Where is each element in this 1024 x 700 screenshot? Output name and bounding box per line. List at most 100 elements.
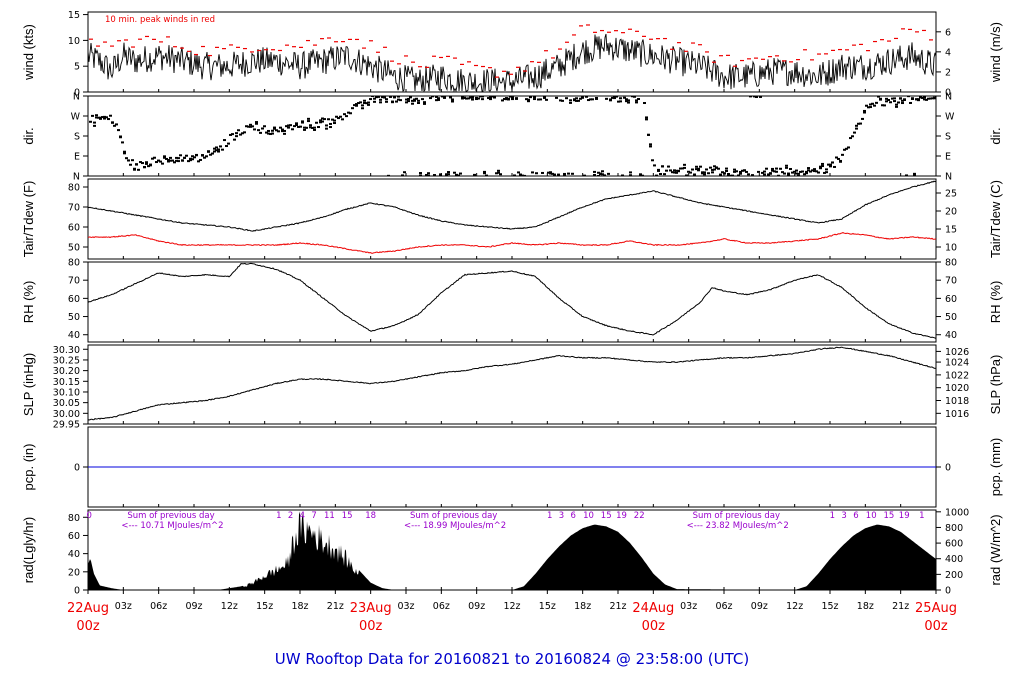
rad-hour-mark: 22 xyxy=(634,511,645,521)
wind-dir-point xyxy=(281,128,284,131)
wind-dir-point xyxy=(185,154,188,157)
wind-dir-point xyxy=(865,104,868,107)
wind-dir-point xyxy=(757,170,760,173)
wind-dir-point xyxy=(229,133,232,136)
wind-dir-point xyxy=(853,131,856,134)
wind-dir-point xyxy=(265,131,268,134)
wind-dir-point xyxy=(375,96,378,97)
wind-dir-point xyxy=(111,121,114,124)
wind-dir-point xyxy=(635,99,638,102)
wind-dir-point xyxy=(919,96,922,99)
wind-dir-point xyxy=(283,132,286,135)
wind-dir-point xyxy=(327,118,330,121)
wind-dir-point xyxy=(689,171,692,174)
wind-dir-point xyxy=(313,128,316,131)
wind-dir-point xyxy=(895,105,898,108)
wind-dir-point xyxy=(421,98,424,101)
wind-dir-point xyxy=(113,124,116,127)
wind-dir-point xyxy=(93,121,96,124)
wind-dir-point xyxy=(331,118,334,121)
wind-dir-point xyxy=(221,148,224,151)
wind-dir-point xyxy=(789,167,792,170)
dir-rtick-label: W xyxy=(945,112,955,123)
wind-dir-point xyxy=(719,173,722,176)
wind-dir-point xyxy=(615,96,618,97)
wind-dir-point xyxy=(621,175,624,176)
wind-dir-point xyxy=(335,115,338,118)
rad-hour-mark: 1 xyxy=(547,511,552,521)
wind-dir-point xyxy=(441,96,444,98)
wind-dir-point xyxy=(349,112,352,115)
wind-dir-point xyxy=(671,171,674,174)
wind-dir-point xyxy=(695,165,698,168)
wind-dir-point xyxy=(361,107,364,110)
wind-dir-point xyxy=(775,167,778,170)
wind-dir-point xyxy=(177,160,180,163)
rad-day-sum-title: Sum of previous day xyxy=(410,511,497,521)
wind-dir-point xyxy=(839,160,842,163)
rad-ytick-label: 20 xyxy=(68,567,80,578)
wind-dir-point xyxy=(819,167,822,170)
rad-hour-mark: 3 xyxy=(559,511,564,521)
wind-dir-point xyxy=(431,96,434,97)
wind-dir-point xyxy=(579,97,582,100)
wind-dir-point xyxy=(555,96,558,99)
wind-dir-point xyxy=(873,104,876,107)
wind-dir-point xyxy=(409,96,412,97)
wind-dir-point xyxy=(203,156,206,159)
wind-dir-point xyxy=(445,174,448,176)
slp-ytick-label: 30.10 xyxy=(53,387,80,398)
x-axis-hour-label: 06z xyxy=(150,601,167,612)
wind-dir-point xyxy=(181,159,184,162)
wind-dir-point xyxy=(413,98,416,101)
wind-dir-point xyxy=(693,174,696,176)
wind-dir-point xyxy=(771,169,774,172)
rad-hour-mark: 18 xyxy=(365,511,376,521)
wind-dir-point xyxy=(307,120,310,123)
rad-hour-mark: 0 xyxy=(86,511,91,521)
wind-dir-point xyxy=(577,99,580,102)
wind-dir-point xyxy=(475,96,478,99)
wind-dir-point xyxy=(725,169,728,172)
x-axis-hour-label: 06z xyxy=(715,601,732,612)
wind-dir-point xyxy=(413,99,416,102)
wind-dir-point xyxy=(443,96,446,99)
x-axis-hour-label: 09z xyxy=(185,601,202,612)
wind-dir-point xyxy=(159,160,162,163)
wind-dir-point xyxy=(863,109,866,112)
wind-dir-point xyxy=(777,174,780,176)
pcp-ytick-label: 0 xyxy=(74,463,80,474)
wind-dir-point xyxy=(497,171,500,174)
wind-dir-point xyxy=(847,146,850,149)
dir-rtick-label: S xyxy=(945,132,951,143)
x-axis-date-label: 23Aug xyxy=(350,601,392,616)
wind-dir-point xyxy=(625,100,628,103)
rad-hour-mark: 19 xyxy=(616,511,627,521)
wind-dir-point xyxy=(125,157,128,160)
wind-dir-point xyxy=(739,170,742,173)
wind-dir-point xyxy=(179,154,182,157)
wind-dir-point xyxy=(703,171,706,174)
wind-rtick-label: 6 xyxy=(945,27,951,38)
temp-rtick-label: 15 xyxy=(945,225,957,236)
dir-plot-area xyxy=(89,96,936,176)
wind-dir-point xyxy=(547,171,550,174)
wind-dir-point xyxy=(457,175,460,176)
wind-dir-point xyxy=(435,96,438,98)
wind-dir-point xyxy=(855,127,858,130)
wind-dir-point xyxy=(485,174,488,176)
wind-dir-point xyxy=(411,99,414,102)
wind-dir-point xyxy=(461,96,464,98)
wind-dir-point xyxy=(445,173,448,176)
wind-dir-point xyxy=(313,126,316,129)
wind-dir-point xyxy=(155,161,158,164)
wind-dir-point xyxy=(679,167,682,170)
dir-ylabel-right: dir. xyxy=(988,127,1003,144)
wind-dir-point xyxy=(499,173,502,176)
wind-dir-point xyxy=(795,172,798,175)
wind-dir-point xyxy=(891,97,894,100)
x-axis-hour-label: 18z xyxy=(291,601,308,612)
wind-dir-point xyxy=(169,156,172,159)
wind-dir-point xyxy=(121,141,124,144)
wind-dir-point xyxy=(563,173,566,176)
